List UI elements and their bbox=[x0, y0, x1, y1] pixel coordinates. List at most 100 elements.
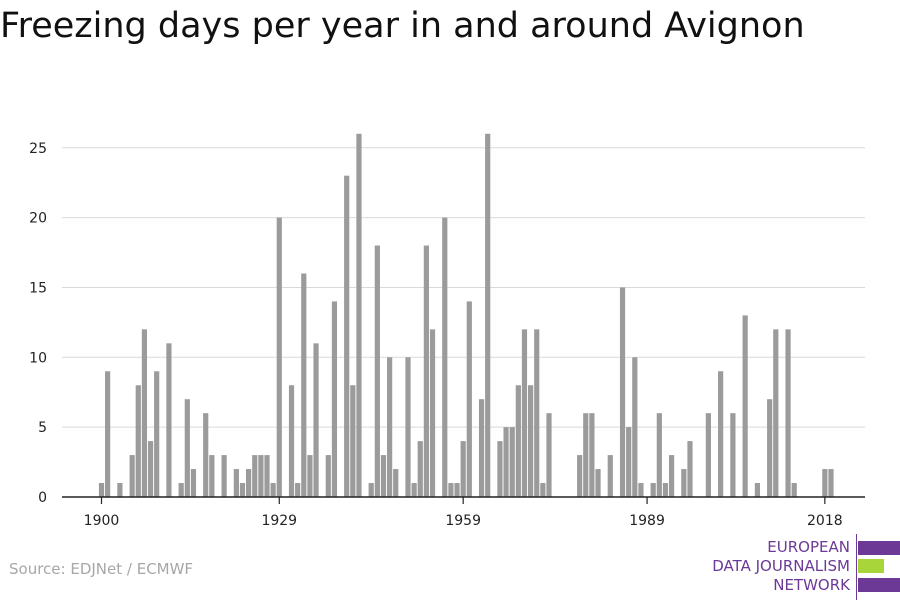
bar-1928 bbox=[270, 483, 276, 497]
bar-1952 bbox=[417, 441, 423, 497]
x-tick-label-1929: 1929 bbox=[261, 513, 297, 529]
bar-1945 bbox=[374, 245, 380, 497]
bar-1993 bbox=[668, 455, 675, 497]
bar-1968 bbox=[515, 385, 521, 497]
y-tick-label-20: 20 bbox=[29, 211, 47, 227]
logo-text-data-journalism: DATA JOURNALISM bbox=[712, 557, 850, 575]
bar-1985 bbox=[619, 287, 626, 497]
bar-1971 bbox=[534, 329, 540, 497]
logo-divider bbox=[856, 534, 857, 600]
bar-1941 bbox=[350, 385, 356, 497]
bar-1913 bbox=[178, 483, 184, 497]
bar-1978 bbox=[577, 455, 583, 497]
bar-1935 bbox=[313, 343, 319, 497]
bar-1950 bbox=[405, 357, 411, 497]
bar-1929 bbox=[276, 217, 282, 497]
bar-1933 bbox=[301, 273, 307, 497]
bar-1938 bbox=[331, 301, 338, 497]
bar-2005 bbox=[742, 315, 748, 497]
bar-2012 bbox=[785, 329, 791, 497]
bar-1932 bbox=[295, 483, 301, 497]
bar-1992 bbox=[662, 483, 669, 497]
bar-1956 bbox=[442, 217, 448, 497]
bar-1991 bbox=[656, 413, 662, 497]
bar-1958 bbox=[454, 483, 460, 497]
bar-1920 bbox=[221, 455, 227, 497]
bar-2019 bbox=[828, 469, 834, 497]
y-tick-label-10: 10 bbox=[29, 350, 47, 366]
bar-2018 bbox=[822, 469, 828, 497]
bar-1970 bbox=[528, 385, 534, 497]
bar-2003 bbox=[730, 413, 736, 497]
bar-1923 bbox=[239, 483, 246, 497]
bar-1901 bbox=[105, 371, 111, 497]
y-axis-tick-labels: 0 5 10 15 20 25 bbox=[29, 141, 47, 506]
bar-1995 bbox=[681, 469, 687, 497]
bar-1953 bbox=[423, 245, 429, 497]
bar-1931 bbox=[288, 385, 295, 497]
bar-1906 bbox=[135, 385, 141, 497]
bar-1996 bbox=[687, 441, 693, 497]
y-tick-label-5: 5 bbox=[38, 420, 47, 436]
bar-1962 bbox=[478, 399, 485, 497]
edjnet-logo: EUROPEAN DATA JOURNALISM NETWORK bbox=[690, 534, 900, 600]
bar-1999 bbox=[705, 413, 711, 497]
bar-1988 bbox=[638, 483, 644, 497]
bars bbox=[98, 133, 834, 497]
y-tick-label-15: 15 bbox=[29, 280, 47, 296]
bar-1922 bbox=[233, 469, 239, 497]
bar-1934 bbox=[307, 455, 313, 497]
logo-text-european: EUROPEAN bbox=[767, 538, 850, 556]
bar-1966 bbox=[503, 427, 509, 497]
bar-1937 bbox=[325, 455, 331, 497]
bar-1957 bbox=[448, 483, 454, 497]
bar-1918 bbox=[209, 455, 215, 497]
bar-1969 bbox=[521, 329, 528, 497]
bar-1911 bbox=[166, 343, 172, 497]
bar-1905 bbox=[129, 455, 135, 497]
bar-1927 bbox=[264, 455, 270, 497]
bar-2009 bbox=[767, 399, 773, 497]
bar-1907 bbox=[141, 329, 148, 497]
chart-title: Freezing days per year in and around Avi… bbox=[0, 6, 805, 46]
x-tick-label-2018: 2018 bbox=[807, 513, 843, 529]
x-tick-label-1989: 1989 bbox=[629, 513, 665, 529]
bar-1987 bbox=[632, 357, 638, 497]
y-tick-label-25: 25 bbox=[29, 141, 47, 157]
bar-1917 bbox=[203, 413, 209, 497]
bar-1973 bbox=[546, 413, 552, 497]
bar-1972 bbox=[540, 483, 546, 497]
logo-bar-purple-top bbox=[858, 541, 900, 555]
bar-1914 bbox=[184, 399, 190, 497]
bar-2007 bbox=[754, 483, 761, 497]
bar-1944 bbox=[368, 483, 374, 497]
bar-1924 bbox=[246, 469, 252, 497]
bar-1951 bbox=[411, 483, 417, 497]
bar-1967 bbox=[509, 427, 515, 497]
bar-1925 bbox=[252, 455, 258, 497]
source-note: Source: EDJNet / ECMWF bbox=[9, 560, 194, 578]
bar-1965 bbox=[497, 441, 503, 497]
bar-1983 bbox=[607, 455, 613, 497]
bar-1946 bbox=[380, 455, 387, 497]
bar-1986 bbox=[626, 427, 632, 497]
bar-1900 bbox=[98, 483, 105, 497]
x-axis-ticks: 1900 1929 1959 1989 2018 bbox=[84, 497, 843, 529]
bar-1942 bbox=[356, 133, 362, 497]
bar-1963 bbox=[485, 133, 491, 497]
bar-1981 bbox=[595, 469, 601, 497]
bar-1947 bbox=[387, 357, 393, 497]
bar-1980 bbox=[589, 413, 595, 497]
logo-bar-green bbox=[858, 559, 884, 573]
bar-2001 bbox=[718, 371, 724, 497]
bar-1926 bbox=[258, 455, 264, 497]
bar-1908 bbox=[147, 441, 154, 497]
bar-1959 bbox=[460, 441, 466, 497]
x-tick-label-1900: 1900 bbox=[84, 513, 120, 529]
bar-1948 bbox=[393, 469, 399, 497]
x-tick-label-1959: 1959 bbox=[445, 513, 481, 529]
bar-1990 bbox=[650, 483, 656, 497]
bar-1940 bbox=[344, 175, 350, 497]
bar-1979 bbox=[583, 413, 589, 497]
